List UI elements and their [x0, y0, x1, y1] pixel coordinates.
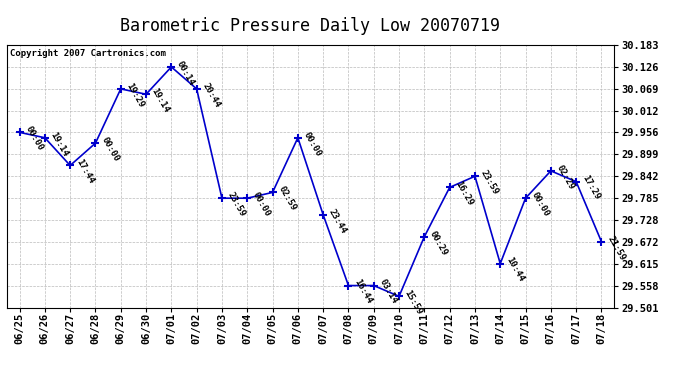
Text: 02:29: 02:29	[555, 163, 576, 191]
Text: 15:59: 15:59	[403, 289, 424, 316]
Text: 00:00: 00:00	[529, 190, 551, 218]
Text: 00:00: 00:00	[99, 135, 121, 163]
Text: 16:44: 16:44	[353, 278, 373, 306]
Text: 00:00: 00:00	[23, 125, 45, 153]
Text: 17:29: 17:29	[580, 174, 601, 202]
Text: 21:59: 21:59	[605, 234, 627, 262]
Text: 00:29: 00:29	[428, 229, 449, 257]
Text: 20:44: 20:44	[201, 81, 221, 109]
Text: 10:44: 10:44	[504, 256, 525, 284]
Text: 19:14: 19:14	[49, 130, 70, 158]
Text: Copyright 2007 Cartronics.com: Copyright 2007 Cartronics.com	[10, 49, 166, 58]
Text: 16:29: 16:29	[453, 180, 475, 207]
Text: 00:00: 00:00	[251, 190, 273, 218]
Text: 00:14: 00:14	[175, 59, 197, 87]
Text: Barometric Pressure Daily Low 20070719: Barometric Pressure Daily Low 20070719	[121, 17, 500, 35]
Text: 00:00: 00:00	[302, 130, 323, 158]
Text: 23:44: 23:44	[327, 207, 348, 235]
Text: 23:59: 23:59	[226, 190, 247, 218]
Text: 02:59: 02:59	[277, 185, 297, 213]
Text: 03:14: 03:14	[377, 278, 399, 306]
Text: 17:44: 17:44	[74, 158, 95, 186]
Text: 23:59: 23:59	[479, 169, 500, 196]
Text: 19:29: 19:29	[125, 81, 146, 109]
Text: 19:14: 19:14	[150, 87, 171, 114]
